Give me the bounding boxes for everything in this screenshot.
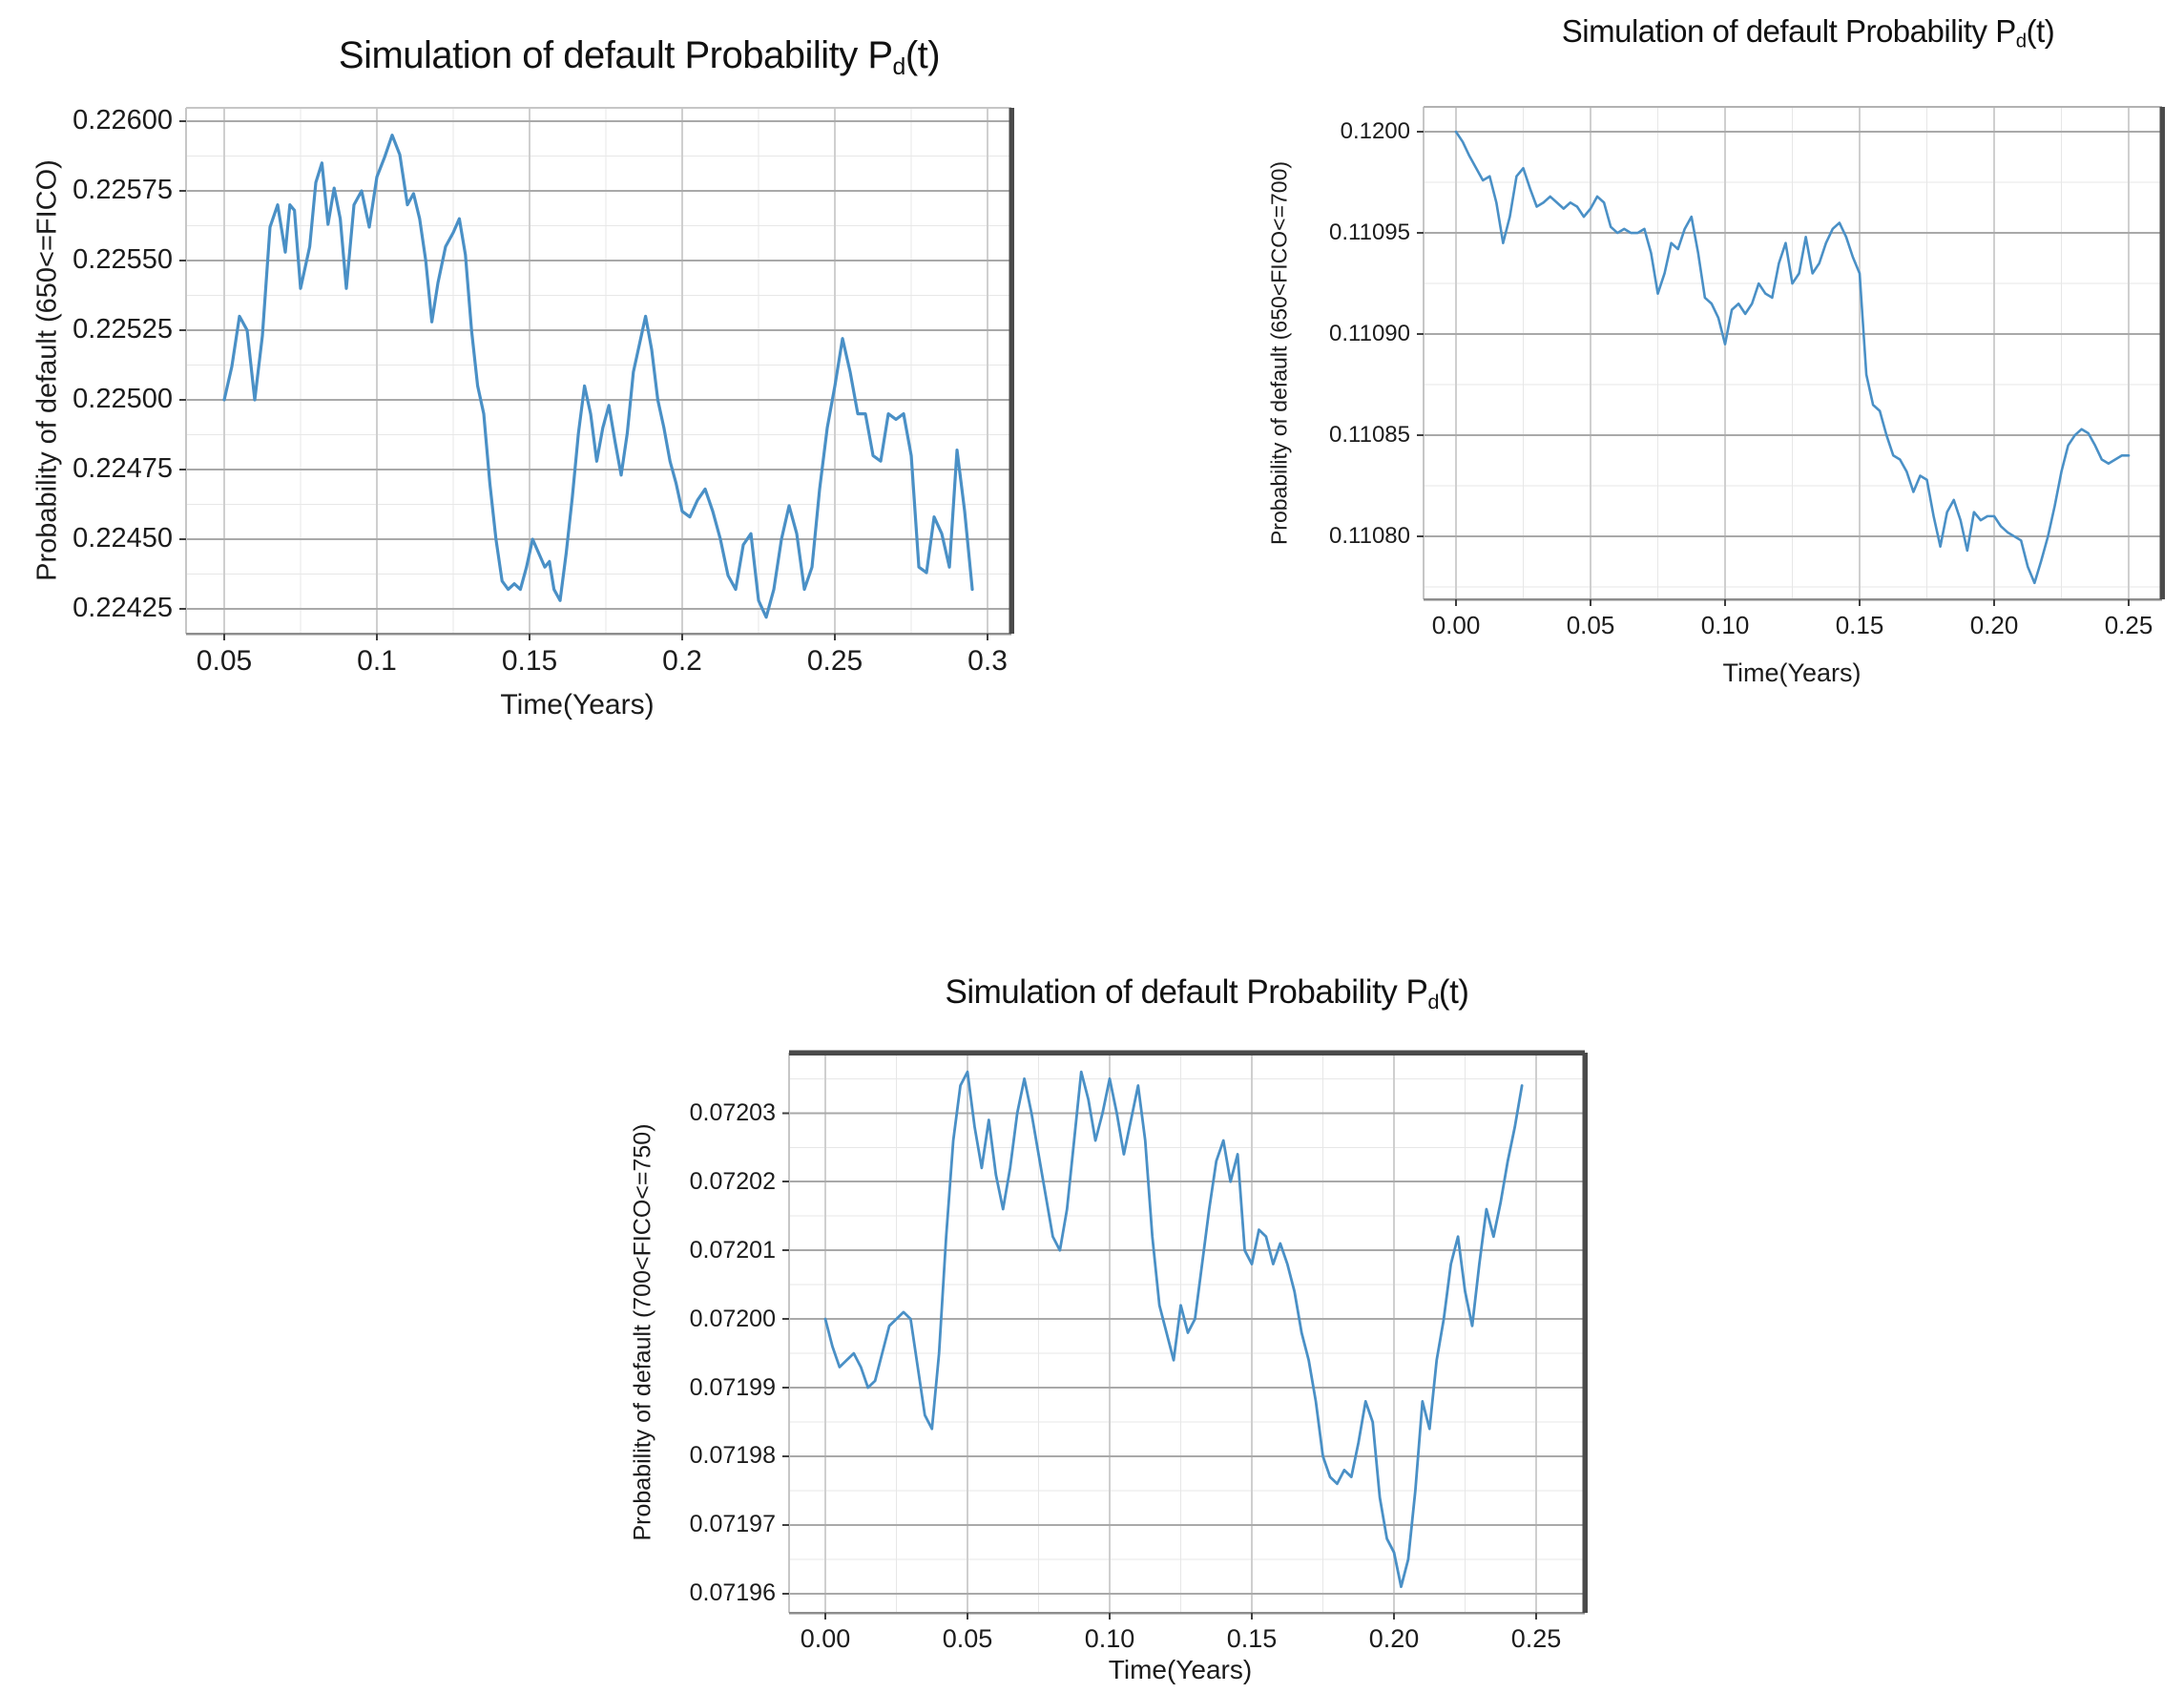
chart-2-plot-area — [1417, 106, 2165, 606]
y-tick-label: 0.07198 — [689, 1442, 776, 1470]
y-tick-label: 0.22450 — [73, 523, 173, 554]
chart2-x-axis-label: Time(Years) — [1722, 658, 1862, 687]
x-tick-label: 0.25 — [806, 645, 863, 677]
chart3-title: Simulation of default Probability Pd(t) — [946, 973, 1469, 1014]
chart3-title-text: Simulation of default Probability P — [945, 973, 1428, 1011]
y-tick-label: 0.07196 — [689, 1579, 776, 1607]
x-tick-label: 0.15 — [1835, 611, 1884, 639]
chart2-title-suffix: (t) — [2026, 13, 2055, 49]
chart-1-plot-area — [179, 107, 1014, 640]
x-tick-label: 0.05 — [1566, 611, 1615, 639]
chart-3-series-line — [823, 1070, 1524, 1589]
y-tick-label: 0.22475 — [73, 453, 173, 485]
chart2-title-subscript: d — [2015, 30, 2027, 52]
y-tick-label: 0.11080 — [1329, 523, 1410, 550]
y-tick-label: 0.22500 — [73, 384, 173, 415]
x-tick-label: 0.00 — [800, 1624, 851, 1653]
x-tick-label: 0.10 — [1084, 1624, 1135, 1653]
y-tick-label: 0.22550 — [73, 244, 173, 276]
chart1-title-text: Simulation of default Probability P — [338, 34, 893, 76]
chart1-y-axis-label: Probability of default (650<=FICO) — [31, 159, 63, 581]
y-tick-label: 0.22575 — [73, 175, 173, 206]
x-tick-label: 0.20 — [1368, 1624, 1420, 1653]
chart1-x-axis-label: Time(Years) — [500, 689, 655, 721]
x-tick-label: 0.05 — [196, 645, 253, 677]
chart1-title-subscript: d — [892, 53, 906, 80]
y-tick-label: 0.07199 — [689, 1373, 776, 1401]
x-tick-label: 0.15 — [501, 645, 558, 677]
chart3-title-suffix: (t) — [1438, 973, 1469, 1011]
y-tick-label: 0.07197 — [689, 1511, 776, 1538]
chart1-title: Simulation of default Probability Pd(t) — [338, 34, 941, 81]
y-tick-label: 0.22425 — [73, 593, 173, 624]
y-tick-label: 0.07201 — [689, 1236, 776, 1264]
x-tick-label: 0.15 — [1226, 1624, 1278, 1653]
x-tick-label: 0.25 — [2104, 611, 2153, 639]
y-tick-label: 0.07203 — [689, 1098, 776, 1126]
y-tick-label: 0.11095 — [1329, 219, 1410, 246]
x-tick-label: 0.20 — [1969, 611, 2019, 639]
chart2-title: Simulation of default Probability Pd(t) — [1561, 13, 2055, 53]
chart-1-series-line — [222, 133, 974, 619]
y-tick-label: 0.11090 — [1329, 321, 1410, 347]
chart3-title-subscript: d — [1427, 990, 1439, 1014]
x-tick-label: 0.10 — [1700, 611, 1750, 639]
x-tick-label: 0.2 — [662, 645, 702, 677]
y-tick-label: 0.07202 — [689, 1167, 776, 1195]
y-tick-label: 0.11085 — [1329, 422, 1410, 449]
x-tick-label: 0.00 — [1431, 611, 1481, 639]
y-tick-label: 0.07200 — [689, 1305, 776, 1332]
x-tick-label: 0.3 — [967, 645, 1008, 677]
x-tick-label: 0.25 — [1510, 1624, 1562, 1653]
chart2-title-text: Simulation of default Probability P — [1561, 13, 2016, 49]
y-tick-label: 0.1200 — [1340, 118, 1410, 145]
x-tick-label: 0.05 — [942, 1624, 993, 1653]
y-tick-label: 0.22525 — [73, 314, 173, 345]
x-tick-label: 0.1 — [357, 645, 397, 677]
chart-2-series-line — [1454, 130, 2131, 585]
chart3-x-axis-label: Time(Years) — [1108, 1655, 1253, 1684]
chart-3-plot-area — [782, 1050, 1588, 1620]
y-tick-label: 0.22600 — [73, 105, 173, 136]
chart1-title-suffix: (t) — [905, 34, 941, 76]
